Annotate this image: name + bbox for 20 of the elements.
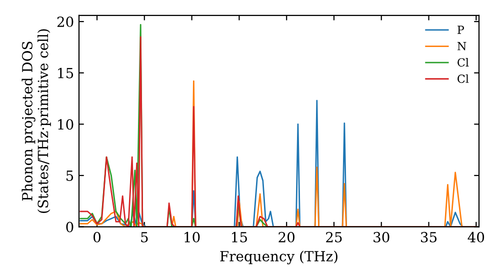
legend-label: P xyxy=(458,26,464,34)
legend-label: N xyxy=(457,42,466,50)
y-axis-title: Phonon projected DOS (States/THz·primitive cell) xyxy=(22,29,51,213)
x-tick-label: 40 xyxy=(468,232,484,242)
x-tick-label: 15 xyxy=(232,232,247,242)
legend-label: Cl xyxy=(458,58,469,67)
y-tick-label: 10 xyxy=(58,119,74,130)
x-tick-label: 10 xyxy=(184,232,200,242)
y-tick-label: 20 xyxy=(57,16,74,28)
y-tick-label: 15 xyxy=(58,68,74,78)
x-tick-label: 35 xyxy=(420,232,437,242)
x-tick-label: 30 xyxy=(374,232,390,242)
x-tick-label: 20 xyxy=(278,232,294,242)
y-tick-label: 5 xyxy=(66,170,74,181)
legend-label: Cl xyxy=(458,74,469,83)
x-tick-label: 5 xyxy=(141,232,148,242)
x-tick-label: 25 xyxy=(326,232,342,242)
x-axis-title: Frequency (THz) xyxy=(220,250,338,264)
x-tick-label: 0 xyxy=(94,232,101,242)
y-tick-label: 0 xyxy=(66,222,74,232)
